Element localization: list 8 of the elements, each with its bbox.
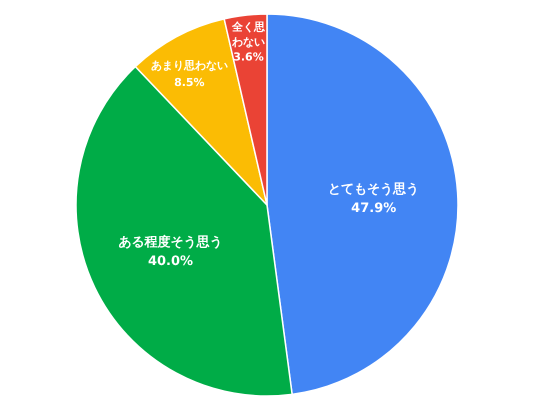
slice-label: あまり思わない [150, 58, 228, 72]
data-label: 3.6% [233, 50, 264, 64]
slice-label: ある程度そう思う [118, 234, 223, 250]
slice-label: 全く思わない [230, 20, 265, 49]
data-label: 47.9% [351, 201, 396, 216]
data-label: 8.5% [174, 76, 205, 89]
data-label: 40.0% [148, 254, 194, 270]
slice-label: とてもそう思う [328, 182, 420, 197]
